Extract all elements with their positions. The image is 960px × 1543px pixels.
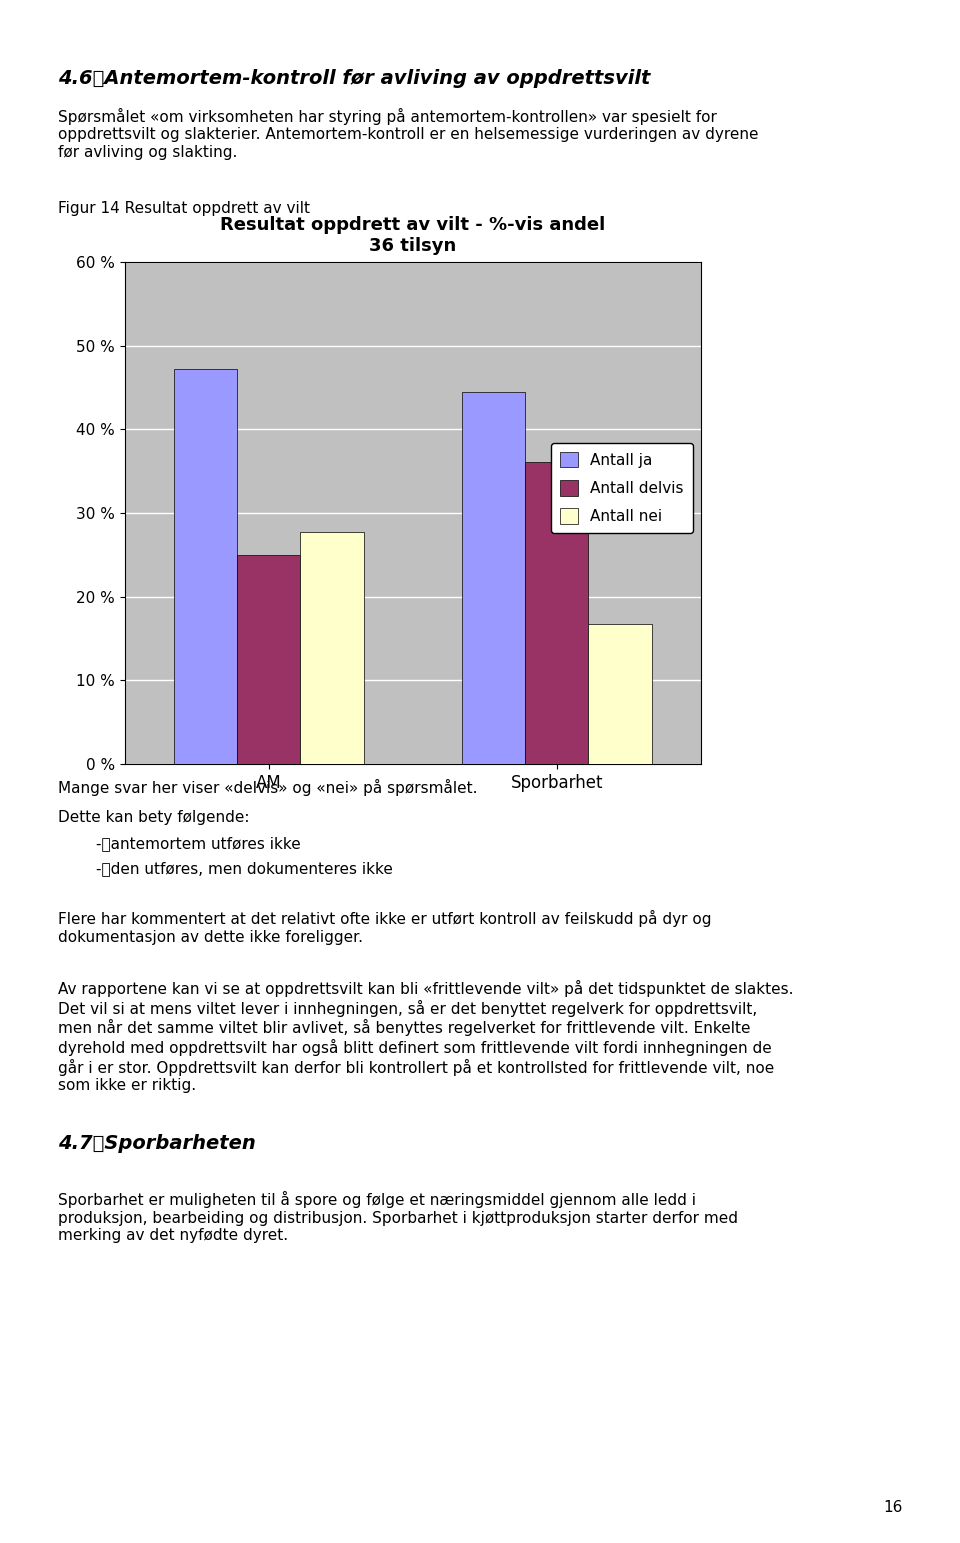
Text: Spørsmålet «om virksomheten har styring på antemortem-kontrollen» var spesielt f: Spørsmålet «om virksomheten har styring … — [58, 108, 758, 160]
Text: Av rapportene kan vi se at oppdrettsvilt kan bli «frittlevende vilt» på det tids: Av rapportene kan vi se at oppdrettsvilt… — [58, 980, 793, 1094]
Text: Figur 14 Resultat oppdrett av vilt: Figur 14 Resultat oppdrett av vilt — [58, 201, 309, 216]
Text: Sporbarhet er muligheten til å spore og følge et næringsmiddel gjennom alle ledd: Sporbarhet er muligheten til å spore og … — [58, 1191, 737, 1244]
Text: Flere har kommentert at det relativt ofte ikke er utført kontroll av feilskudd p: Flere har kommentert at det relativt oft… — [58, 910, 711, 944]
Bar — [588, 625, 652, 764]
Legend: Antall ja, Antall delvis, Antall nei: Antall ja, Antall delvis, Antall nei — [551, 443, 693, 534]
Bar — [237, 555, 300, 764]
Text: 4.7	Sporbarheten: 4.7 Sporbarheten — [58, 1134, 255, 1153]
Bar — [174, 369, 237, 764]
Bar — [462, 392, 525, 764]
Text: -	den utføres, men dokumenteres ikke: - den utføres, men dokumenteres ikke — [96, 861, 393, 876]
Text: -	antemortem utføres ikke: - antemortem utføres ikke — [96, 836, 300, 852]
Bar — [525, 461, 588, 764]
Text: 16: 16 — [883, 1500, 902, 1515]
Title: Resultat oppdrett av vilt - %-vis andel
36 tilsyn: Resultat oppdrett av vilt - %-vis andel … — [220, 216, 606, 255]
Text: 4.6	Antemortem-kontroll før avliving av oppdrettsvilt: 4.6 Antemortem-kontroll før avliving av … — [58, 69, 650, 88]
Bar — [300, 532, 364, 764]
Text: Mange svar her viser «delvis» og «nei» på spørsmålet.: Mange svar her viser «delvis» og «nei» p… — [58, 779, 477, 796]
Text: Dette kan bety følgende:: Dette kan bety følgende: — [58, 810, 249, 826]
